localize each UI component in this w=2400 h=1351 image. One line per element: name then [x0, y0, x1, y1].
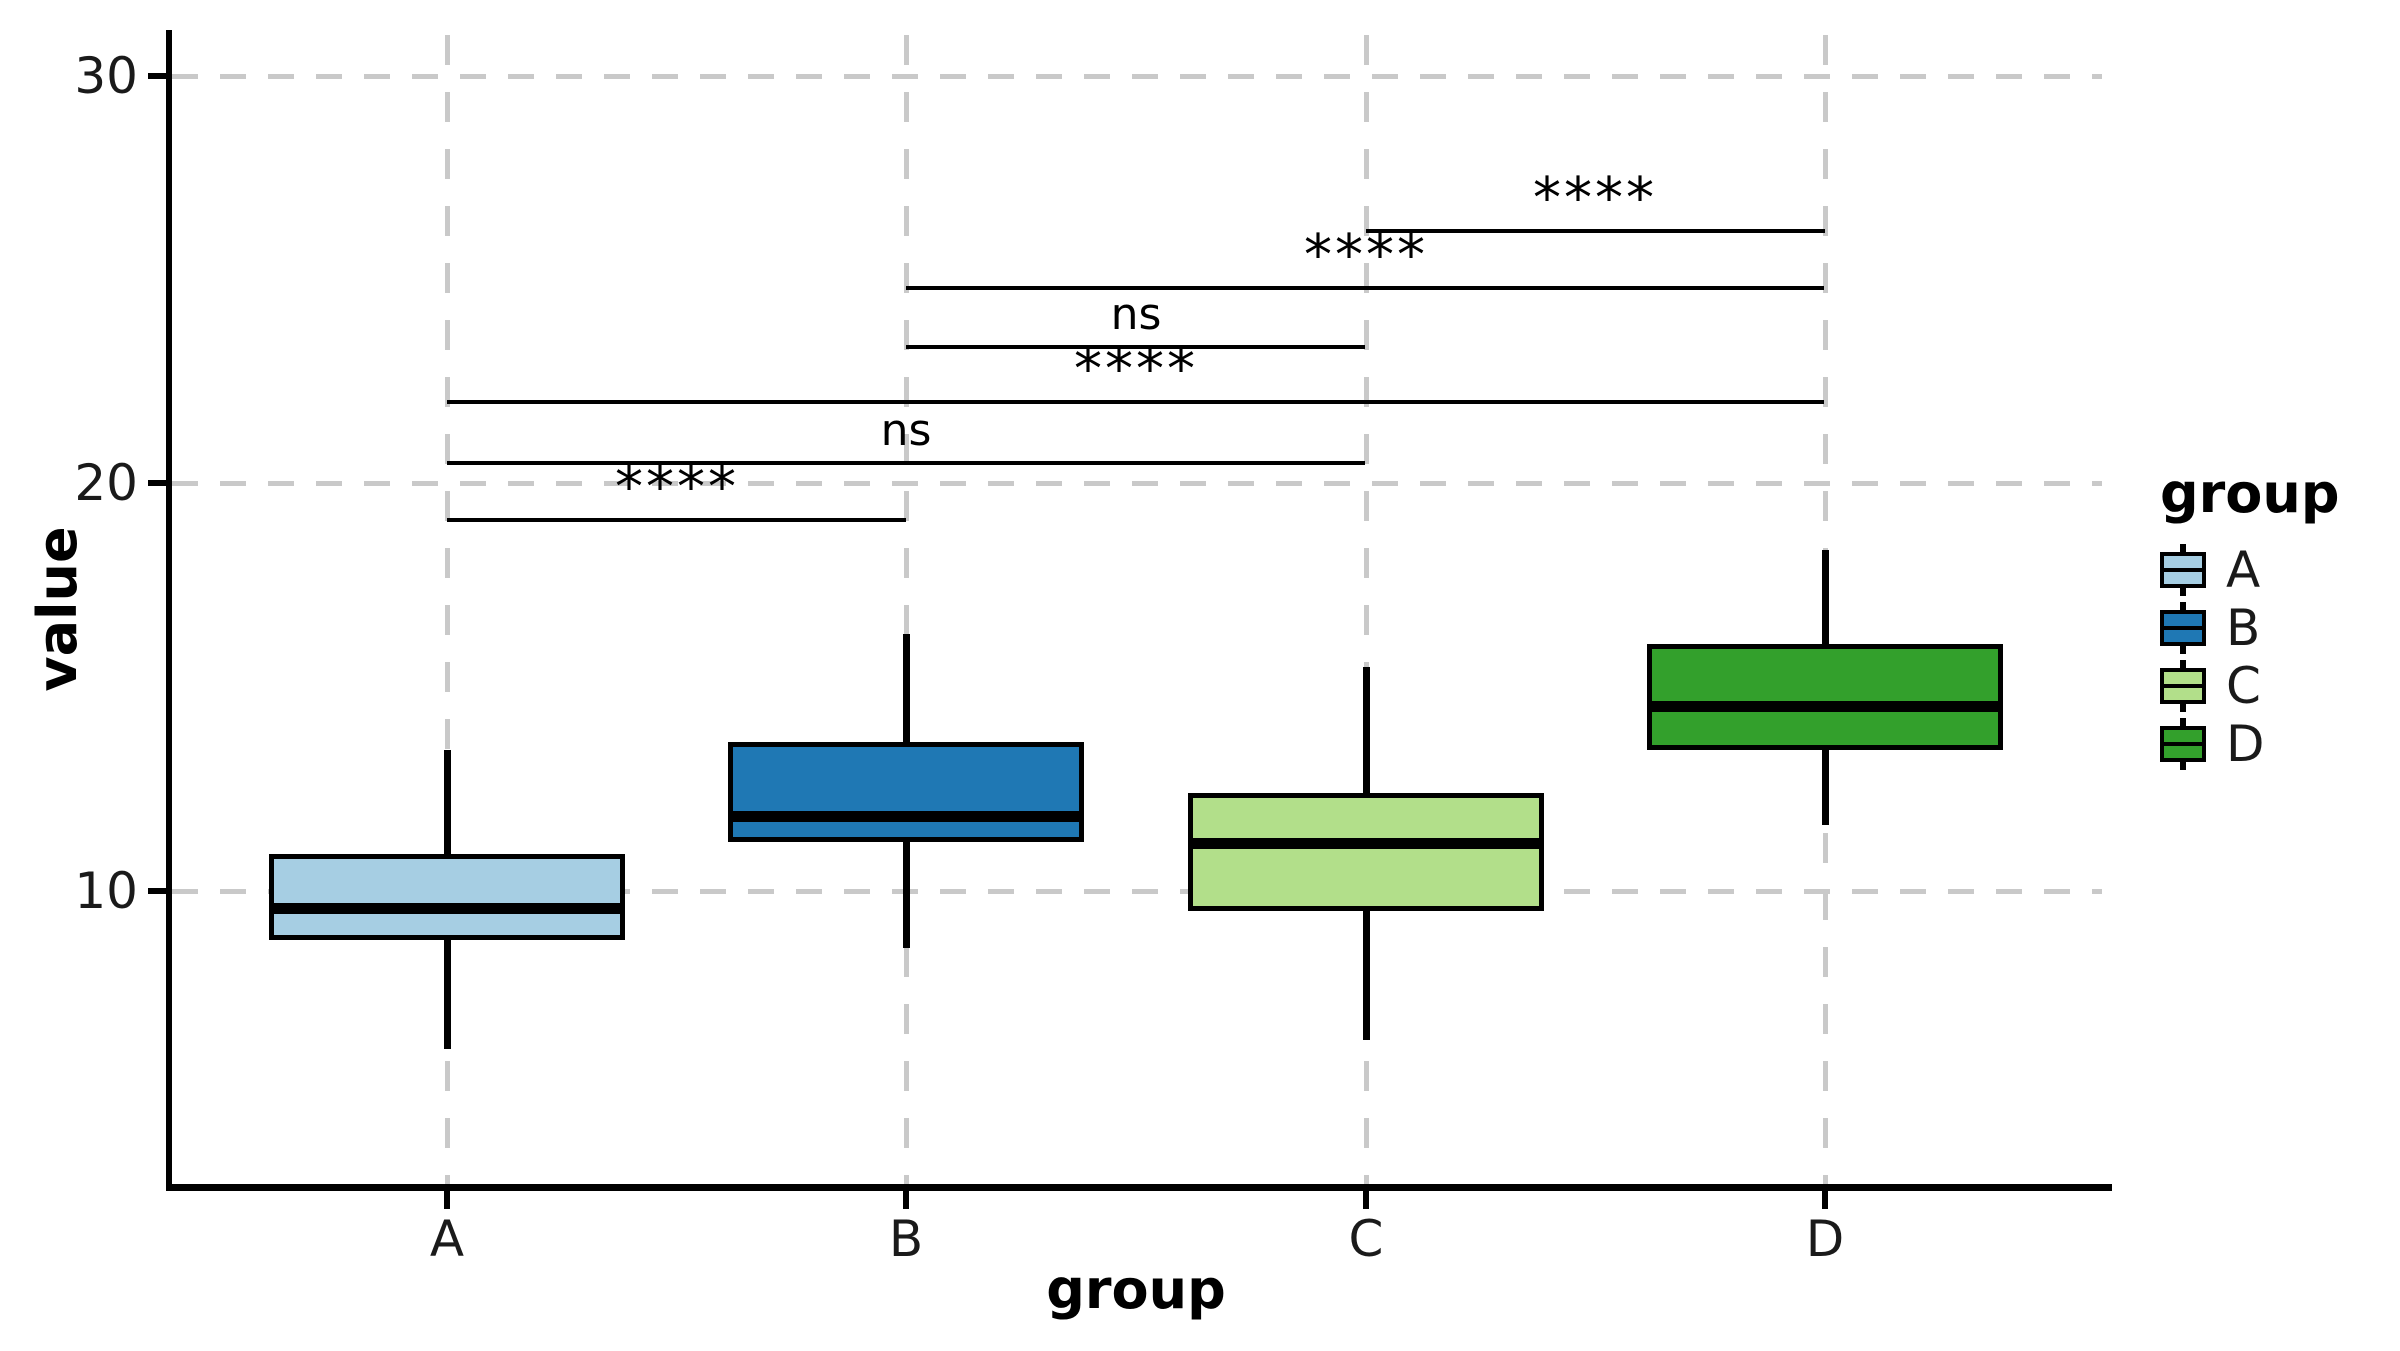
y-axis-line	[166, 30, 172, 1191]
legend-label: A	[2226, 541, 2261, 599]
key-whisker-top	[2180, 544, 2186, 553]
x-tick-label: D	[1805, 1210, 1845, 1268]
gridline-v	[445, 35, 450, 1184]
median-B	[733, 811, 1079, 822]
x-tick-label: B	[888, 1210, 924, 1268]
legend-title: group	[2160, 462, 2340, 525]
gridline-h	[172, 481, 2102, 486]
gridline-h	[172, 889, 2102, 894]
gridline-h	[172, 74, 2102, 79]
sig-bracket-A-D	[447, 400, 1824, 404]
sig-label-A-B: ****	[615, 455, 739, 520]
legend-entry-A: A	[2160, 541, 2400, 599]
legend-label: B	[2226, 599, 2261, 657]
x-tick-mark	[444, 1191, 450, 1209]
key-whisker-top	[2180, 718, 2186, 727]
boxplot-key-icon	[2160, 718, 2206, 770]
median-A	[274, 903, 620, 914]
box-C	[1188, 793, 1544, 911]
sig-bracket-B-D	[906, 286, 1824, 290]
x-tick-label: A	[429, 1210, 465, 1268]
key-whisker-bottom	[2180, 703, 2186, 712]
x-axis-line	[166, 1184, 2112, 1191]
y-tick-mark	[148, 888, 166, 894]
x-tick-mark	[1822, 1191, 1828, 1209]
median-D	[1652, 701, 1998, 712]
key-median	[2164, 568, 2202, 572]
x-tick-mark	[903, 1191, 909, 1209]
box-B	[728, 742, 1084, 842]
sig-label-C-D: ****	[1533, 166, 1657, 231]
key-whisker-top	[2180, 602, 2186, 611]
y-tick-mark	[148, 480, 166, 486]
boxplot-key-icon	[2160, 544, 2206, 596]
legend-label: C	[2226, 657, 2261, 715]
box-D	[1647, 644, 2003, 750]
legend-label: D	[2226, 715, 2265, 773]
boxplot-key-icon	[2160, 602, 2206, 654]
key-whisker-bottom	[2180, 761, 2186, 770]
key-whisker-bottom	[2180, 645, 2186, 654]
sig-label-B-C: ns	[1110, 289, 1162, 340]
key-median	[2164, 684, 2202, 688]
boxplot-key-icon	[2160, 660, 2206, 712]
legend-entry-C: C	[2160, 657, 2400, 715]
key-whisker-bottom	[2180, 587, 2186, 596]
sig-label-A-C: ns	[880, 405, 932, 456]
sig-label-A-D: ****	[1074, 337, 1198, 402]
key-whisker-top	[2180, 660, 2186, 669]
sig-bracket-C-D	[1366, 229, 1825, 233]
gridline-v	[904, 35, 909, 1184]
x-tick-mark	[1363, 1191, 1369, 1209]
y-tick-label: 10	[74, 862, 138, 920]
x-tick-label: C	[1348, 1210, 1384, 1268]
y-tick-label: 30	[74, 47, 138, 105]
sig-bracket-A-B	[447, 518, 906, 522]
gridline-v	[1364, 35, 1369, 1184]
x-axis-title: group	[1046, 1258, 1226, 1321]
sig-bracket-B-C	[906, 345, 1365, 349]
sig-bracket-A-C	[447, 461, 1365, 465]
sig-label-B-D: ****	[1304, 223, 1428, 288]
key-median	[2164, 626, 2202, 630]
y-tick-mark	[148, 73, 166, 79]
plot-panel	[172, 35, 2100, 1184]
y-tick-label: 20	[74, 454, 138, 512]
key-median	[2164, 742, 2202, 746]
median-C	[1193, 838, 1539, 849]
legend-entry-D: D	[2160, 715, 2400, 773]
box-A	[269, 854, 625, 940]
legend-entry-B: B	[2160, 599, 2400, 657]
